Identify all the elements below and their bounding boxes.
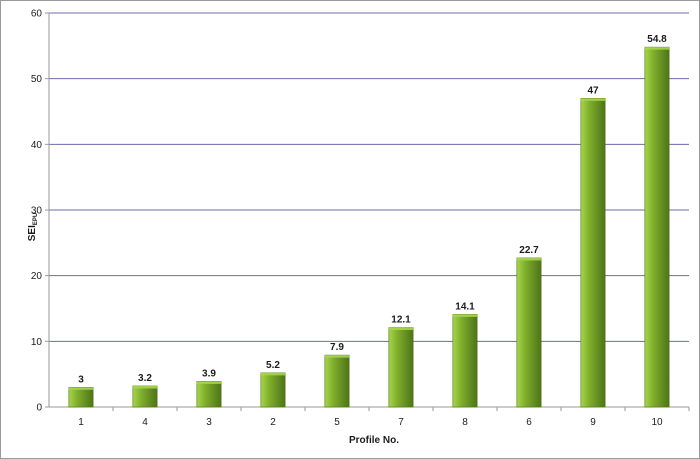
y-axis-title: SEIEPU: [27, 213, 39, 241]
x-tick-label: 7: [398, 417, 404, 428]
y-tick-label: 30: [31, 206, 43, 217]
x-tick-label: 3: [206, 417, 212, 428]
bar-top-highlight: [388, 327, 414, 331]
bar-7: [388, 327, 414, 408]
y-axis-title-main: SEI: [27, 225, 38, 241]
bar-8: [452, 314, 478, 408]
bar-10: [644, 46, 670, 408]
x-tick-label: 10: [651, 417, 663, 428]
bar-5: [324, 354, 350, 408]
bar-4: [132, 385, 158, 408]
y-tick-label: 60: [31, 9, 43, 20]
x-tick-label: 2: [270, 417, 276, 428]
bar-top-highlight: [452, 314, 478, 317]
bar-9: [580, 98, 606, 408]
y-tick-label: 10: [31, 337, 43, 348]
data-label: 3: [78, 374, 84, 385]
bar-top-highlight: [580, 98, 606, 101]
data-label: 14.1: [455, 301, 475, 312]
bar-2: [260, 372, 286, 408]
x-tick-label: 6: [526, 417, 532, 428]
y-axis-title-subscript: EPU: [33, 213, 39, 225]
bar-top-highlight: [644, 47, 670, 50]
y-tick-label: 20: [31, 271, 43, 282]
data-label: 3.9: [202, 368, 216, 379]
x-tick-label: 5: [334, 417, 340, 428]
bar-top-highlight: [132, 385, 158, 389]
bar-top-highlight: [196, 381, 222, 384]
y-tick-label: 40: [31, 140, 43, 151]
bar-3: [196, 381, 222, 408]
data-label: 5.2: [266, 360, 280, 371]
data-label: 54.8: [647, 34, 667, 45]
x-tick-label: 1: [78, 417, 84, 428]
bar-top-highlight: [324, 355, 350, 358]
data-label: 12.1: [391, 315, 411, 326]
data-label: 7.9: [330, 342, 344, 353]
y-tick-label: 50: [31, 74, 43, 85]
bar-top-highlight: [516, 257, 542, 261]
data-labels: 3 3.2 3.9 5.2 7.9 12.1 14.1 22.7 47 54.8: [78, 34, 667, 385]
y-tick-label: 0: [36, 403, 42, 414]
data-label: 3.2: [138, 373, 152, 384]
bars: [68, 46, 670, 408]
data-label: 47: [587, 85, 599, 96]
x-tick-label: 4: [142, 417, 148, 428]
data-label: 22.7: [519, 245, 539, 256]
bar-1: [68, 386, 94, 408]
bar-top-highlight: [68, 387, 94, 390]
bar-6: [516, 257, 542, 408]
bar-top-highlight: [260, 372, 286, 376]
x-tick-label: 9: [590, 417, 596, 428]
x-axis-title: Profile No.: [349, 435, 399, 446]
x-tick-label: 8: [462, 417, 468, 428]
